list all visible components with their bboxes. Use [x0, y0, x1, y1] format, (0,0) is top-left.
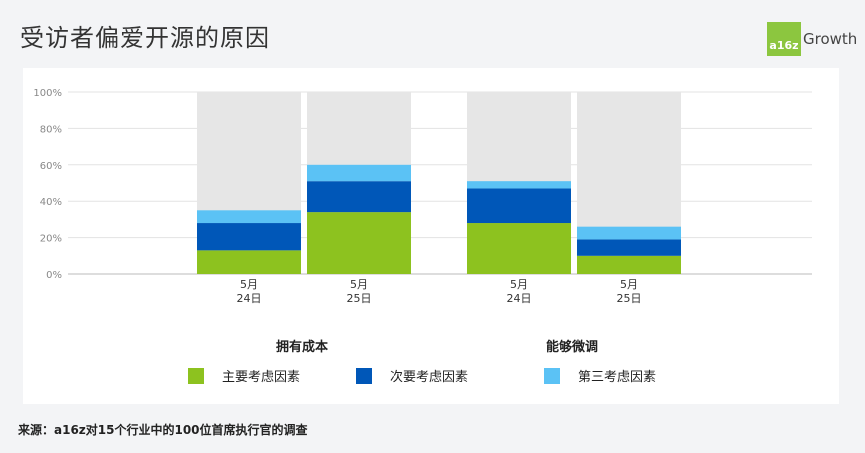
x-tick-label: 5月: [240, 278, 258, 291]
legend-label: 次要考虑因素: [390, 369, 468, 385]
x-tick-label: 25日: [617, 292, 642, 305]
y-tick-label: 20%: [40, 234, 62, 245]
legend-label: 第三考虑因素: [578, 370, 656, 385]
x-tick-label: 24日: [237, 292, 262, 305]
y-tick-label: 100%: [33, 88, 62, 99]
x-tick-label: 5月: [510, 278, 528, 291]
y-tick-label: 0%: [46, 270, 62, 281]
bar-segment: [467, 223, 571, 274]
bar-segment: [577, 255, 681, 274]
page-title: 受访者偏爱开源的原因: [20, 24, 270, 52]
chart-panel: [23, 68, 839, 404]
y-tick-label: 80%: [40, 124, 62, 135]
y-tick-label: 60%: [40, 161, 62, 172]
bar-segment: [197, 210, 301, 224]
group-label: 能够微调: [546, 339, 598, 355]
bar-segment: [197, 250, 301, 274]
group-label: 拥有成本: [276, 339, 328, 355]
logo-text: Growth: [803, 30, 858, 48]
y-tick-label: 40%: [40, 197, 62, 208]
bar-segment: [467, 188, 571, 224]
x-tick-label: 5月: [350, 278, 368, 291]
bar-segment: [307, 181, 411, 213]
bar-segment: [577, 239, 681, 256]
legend-label: 主要考虑因素: [222, 370, 300, 385]
legend-swatch: [544, 368, 560, 384]
bar-segment: [307, 164, 411, 182]
bar-segment: [307, 212, 411, 274]
x-tick-label: 25日: [347, 292, 372, 305]
source-note: 来源：a16z对15个行业中的100位首席执行官的调查: [18, 423, 308, 437]
logo-mark: a16z: [767, 22, 801, 56]
x-tick-label: 24日: [507, 292, 532, 305]
bar-segment: [467, 181, 571, 189]
legend-swatch: [188, 368, 204, 384]
a16z-growth-logo: a16z Growth: [767, 22, 857, 56]
bar-segment: [197, 223, 301, 251]
x-tick-label: 5月: [620, 278, 638, 291]
legend-swatch: [356, 368, 372, 384]
bar-segment: [577, 226, 681, 240]
